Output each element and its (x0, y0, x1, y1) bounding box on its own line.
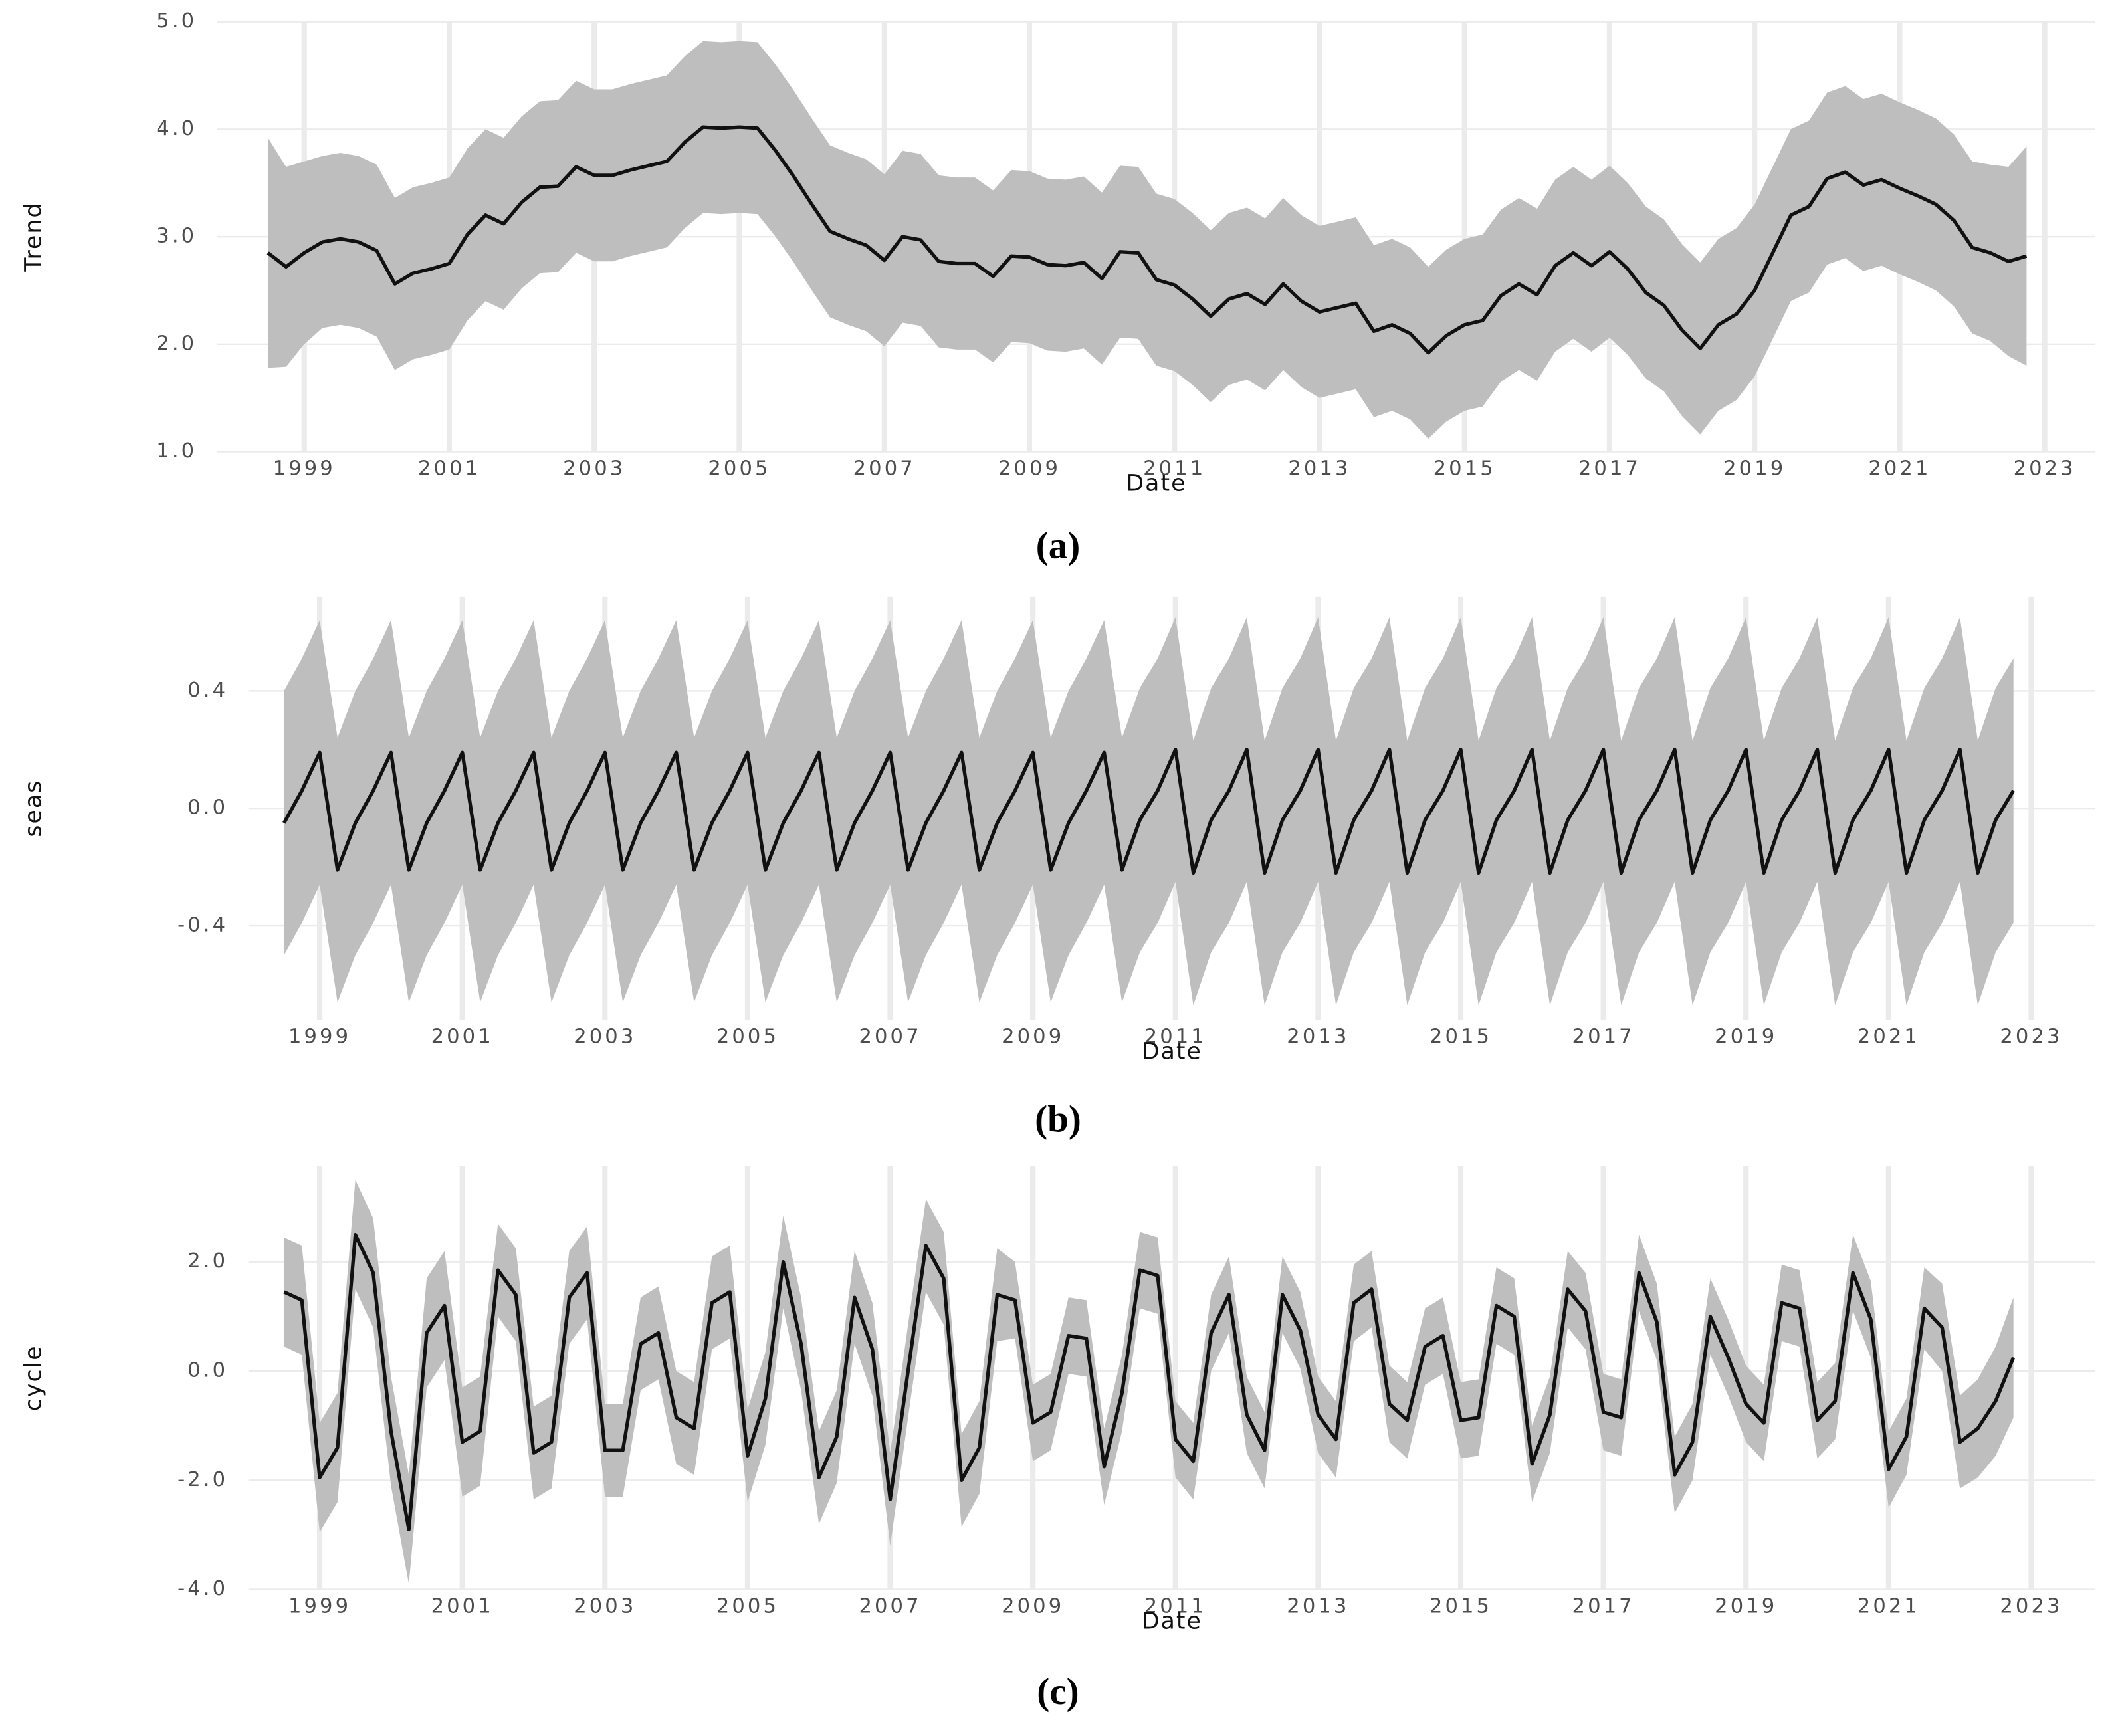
x-axis-title: Date (1142, 1039, 1202, 1065)
x-tick-label: 1999 (273, 457, 336, 481)
panel-caption: (a) (1036, 525, 1081, 567)
x-tick-label: 2007 (859, 1595, 921, 1618)
series-line (266, 125, 2028, 355)
y-tick-label: 4.0 (156, 117, 197, 140)
y-axis-title: Trend (20, 202, 47, 272)
x-axis-title: Date (1142, 1608, 1202, 1635)
x-tick-label: 2013 (1287, 1595, 1349, 1618)
x-tick-label: 2017 (1572, 1026, 1635, 1049)
y-tick-label: 0.0 (187, 796, 228, 819)
x-tick-label: 2001 (418, 457, 480, 481)
x-tick-label: 2021 (1868, 457, 1931, 481)
x-tick-label: 2009 (1002, 1595, 1064, 1618)
panel-caption: (c) (1037, 1671, 1079, 1713)
x-tick-label: 2009 (1002, 1026, 1064, 1049)
x-tick-label: 2011 (1143, 457, 1206, 481)
panel-caption: (b) (1035, 1099, 1081, 1140)
series-line (282, 748, 2015, 875)
x-tick-label: 2023 (2000, 1595, 2062, 1618)
confidence-band (268, 41, 2027, 439)
x-tick-label: 2011 (1144, 1595, 1207, 1618)
x-tick-label: 2015 (1429, 1595, 1492, 1618)
x-tick-label: 2021 (1857, 1595, 1920, 1618)
x-tick-label: 2017 (1578, 457, 1641, 481)
x-tick-label: 2013 (1288, 457, 1350, 481)
confidence-band (284, 617, 2014, 1006)
x-tick-label: 2023 (2014, 457, 2076, 481)
x-tick-label: 2007 (859, 1026, 921, 1049)
y-tick-label: 0.0 (187, 1359, 228, 1382)
x-tick-label: 2003 (574, 1595, 636, 1618)
y-tick-label: -2.0 (177, 1468, 228, 1491)
y-axis-title: seas (20, 780, 47, 837)
x-axis-title: Date (1126, 471, 1186, 497)
x-tick-label: 2013 (1287, 1026, 1349, 1049)
x-tick-label: 2015 (1433, 457, 1496, 481)
x-tick-label: 2003 (574, 1026, 636, 1049)
y-tick-label: 0.4 (187, 679, 228, 702)
x-tick-label: 2005 (716, 1026, 779, 1049)
y-axis-title: cycle (20, 1345, 47, 1411)
x-tick-label: 2001 (431, 1595, 494, 1618)
y-tick-label: 2.0 (187, 1249, 228, 1273)
y-tick-label: -0.4 (177, 914, 228, 937)
y-tick-label: 3.0 (156, 225, 197, 248)
x-tick-label: 2005 (716, 1595, 779, 1618)
x-tick-label: 1999 (288, 1595, 351, 1618)
x-tick-label: 2017 (1572, 1595, 1635, 1618)
y-tick-label: 2.0 (156, 332, 197, 355)
x-tick-label: 2019 (1715, 1026, 1777, 1049)
y-tick-label: 1.0 (156, 439, 197, 463)
y-tick-label: -4.0 (177, 1577, 228, 1600)
x-tick-label: 2009 (998, 457, 1061, 481)
x-tick-label: 1999 (288, 1026, 351, 1049)
x-tick-label: 2019 (1715, 1595, 1777, 1618)
x-tick-label: 2019 (1723, 457, 1786, 481)
x-tick-label: 2023 (2000, 1026, 2062, 1049)
x-tick-label: 2015 (1429, 1026, 1492, 1049)
confidence-band (284, 1180, 2014, 1584)
x-tick-label: 2021 (1857, 1026, 1920, 1049)
x-tick-label: 2005 (708, 457, 770, 481)
x-tick-label: 2007 (853, 457, 916, 481)
x-tick-label: 2003 (563, 457, 625, 481)
series-line (283, 1232, 2016, 1531)
x-tick-label: 2001 (431, 1026, 494, 1049)
x-tick-label: 2011 (1144, 1026, 1207, 1049)
y-tick-label: 5.0 (156, 9, 197, 33)
